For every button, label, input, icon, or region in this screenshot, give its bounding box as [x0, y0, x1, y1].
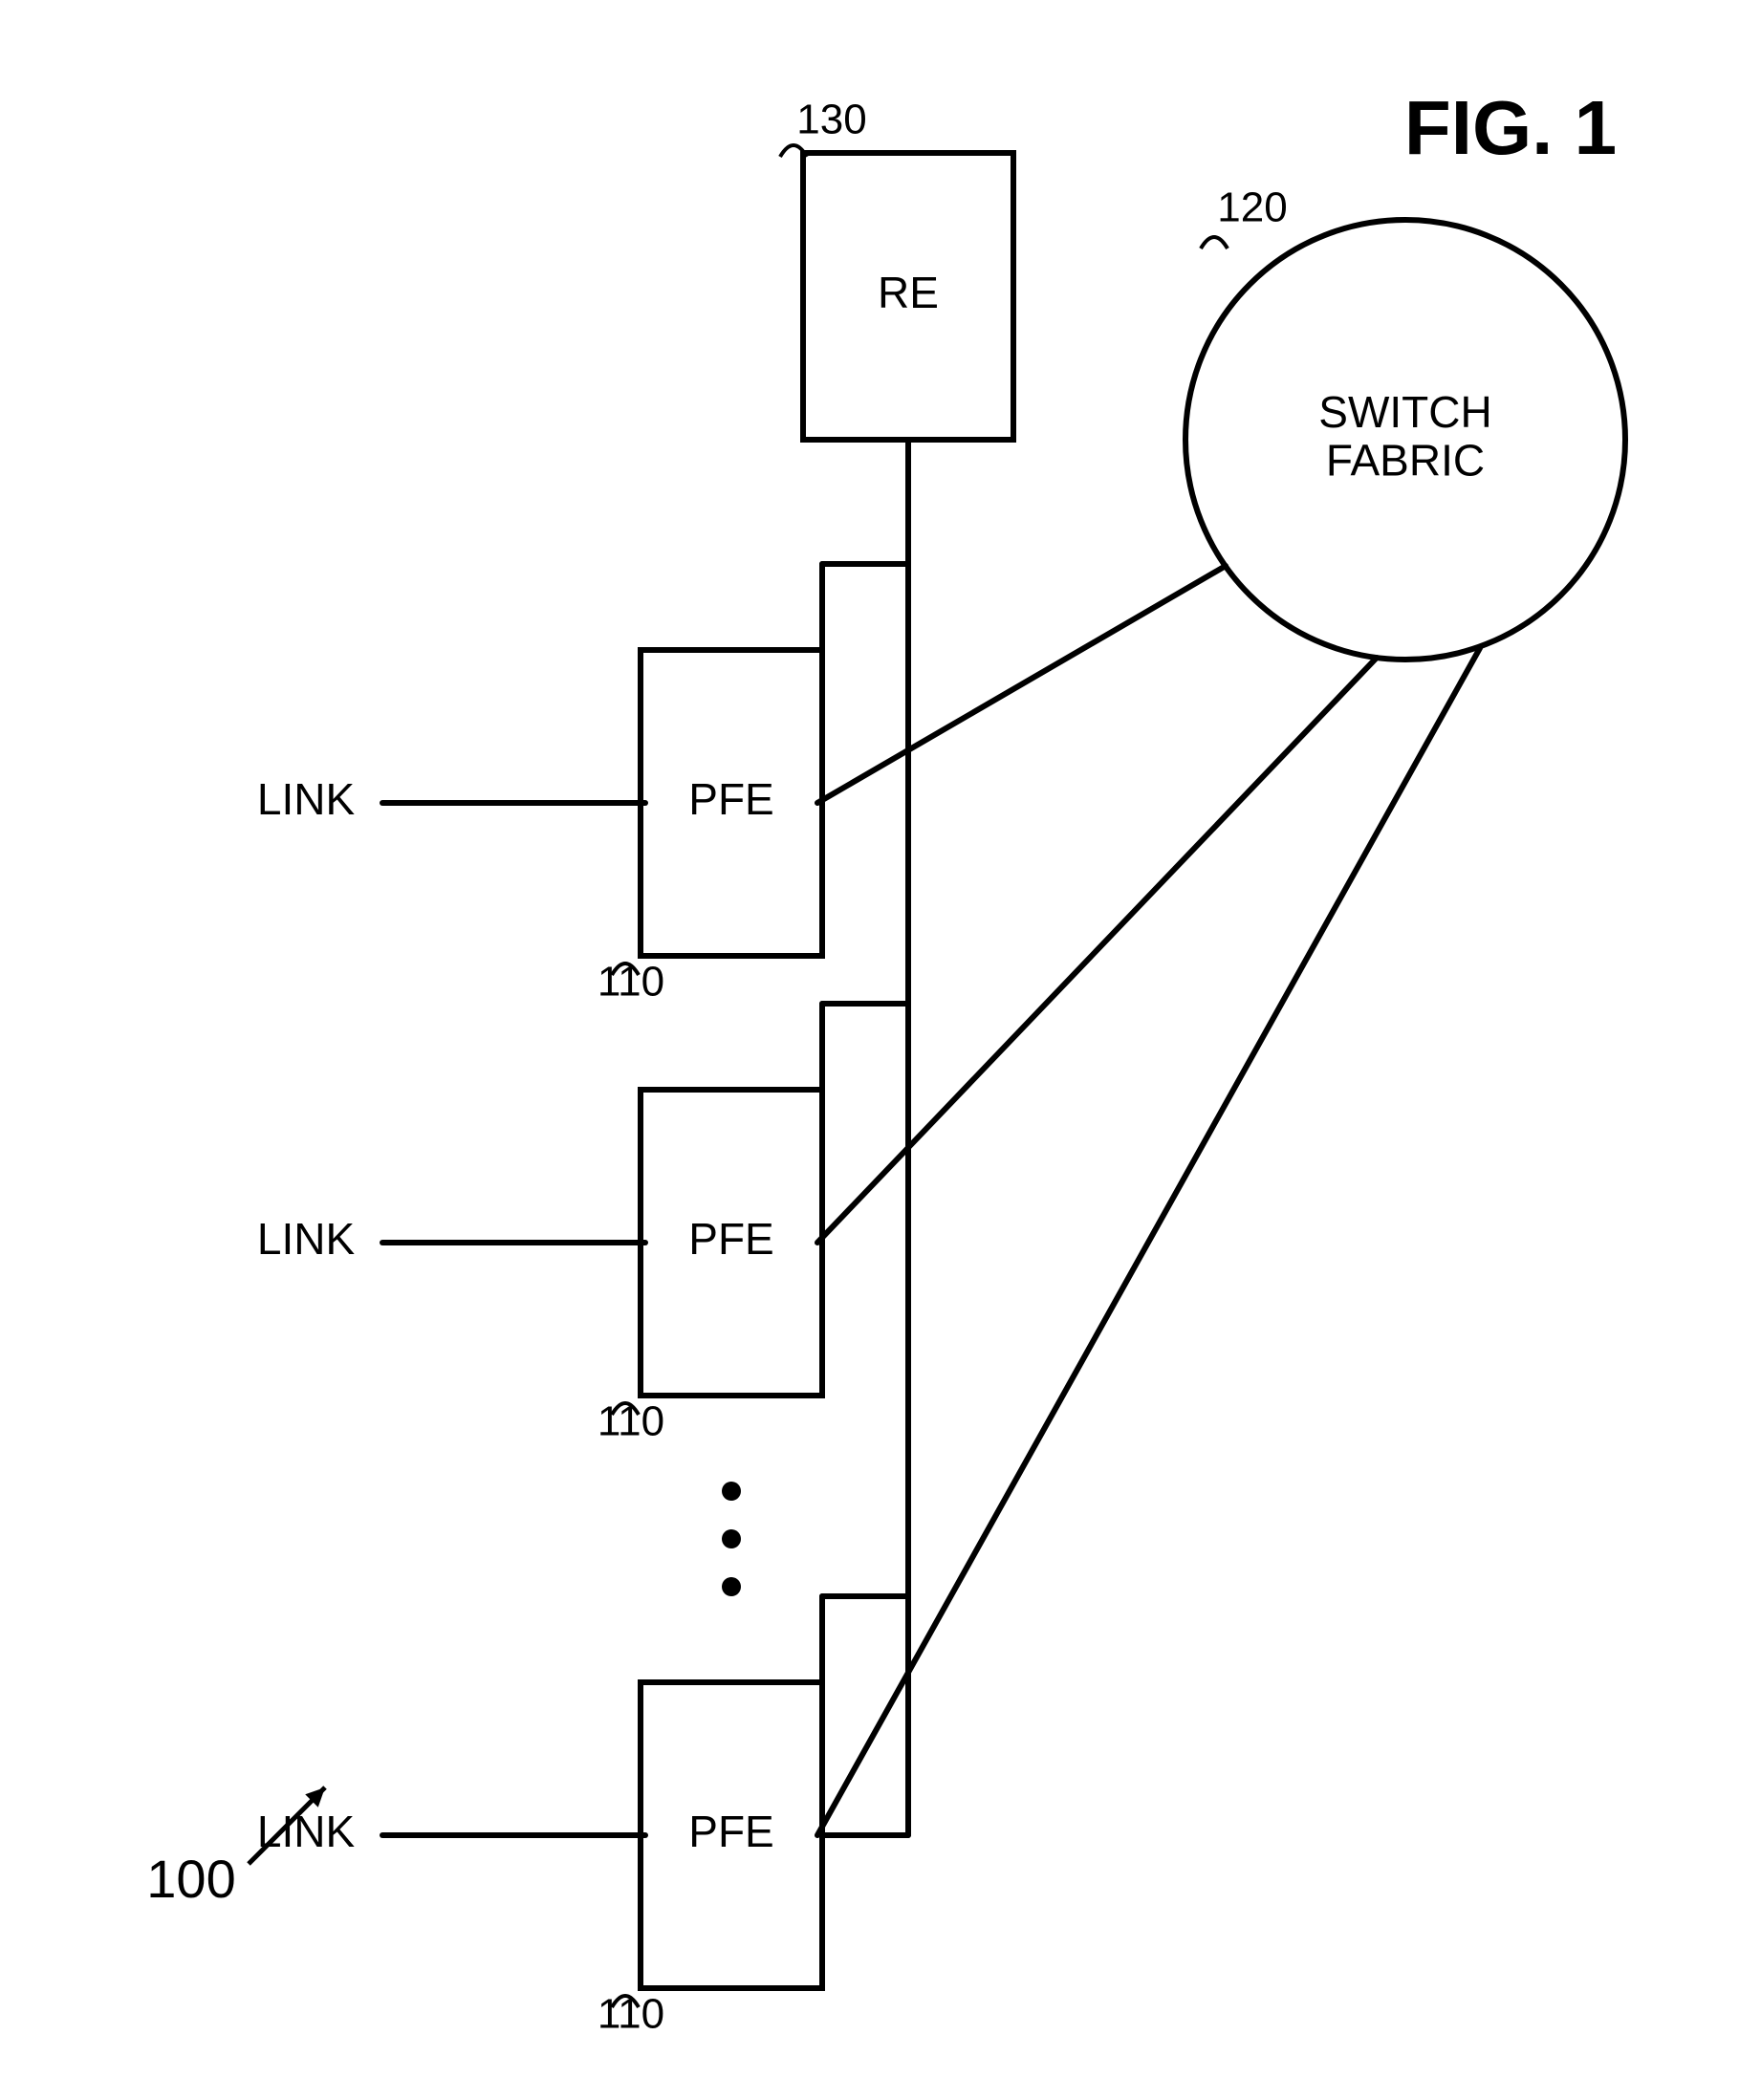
ref-label-pfe3: 110 [598, 1991, 664, 2038]
node-label-switch-1: FABRIC [1326, 435, 1485, 485]
link-label: LINK [257, 1214, 356, 1264]
node-label-pfe3: PFE [688, 1807, 773, 1856]
figure-title: FIG. 1 [1404, 85, 1617, 170]
node-label-re: RE [878, 268, 939, 317]
figure-ref-label: 100 [146, 1849, 235, 1909]
ref-label-pfe1: 110 [598, 959, 664, 1006]
ref-label-switch: 120 [1217, 184, 1287, 231]
node-label-pfe2: PFE [688, 1214, 773, 1264]
diagram-root: RE 130 SWITCHFABRIC 120 PFE 110 PFE 110 PFE 110 LI… [0, 0, 1761, 2100]
link-label: LINK [257, 774, 356, 824]
link-label: LINK [257, 1807, 356, 1856]
ellipsis-dot [722, 1529, 741, 1548]
ref-label-pfe2: 110 [598, 1398, 664, 1445]
figure-svg: RE 130 SWITCHFABRIC 120 PFE 110 PFE 110 PFE 110 LI… [0, 0, 1761, 2100]
ref-label-re: 130 [796, 97, 866, 143]
ellipsis-dot [722, 1482, 741, 1501]
ellipsis-dot [722, 1577, 741, 1596]
node-label-switch-0: SWITCH [1318, 387, 1491, 437]
node-label-pfe1: PFE [688, 774, 773, 824]
